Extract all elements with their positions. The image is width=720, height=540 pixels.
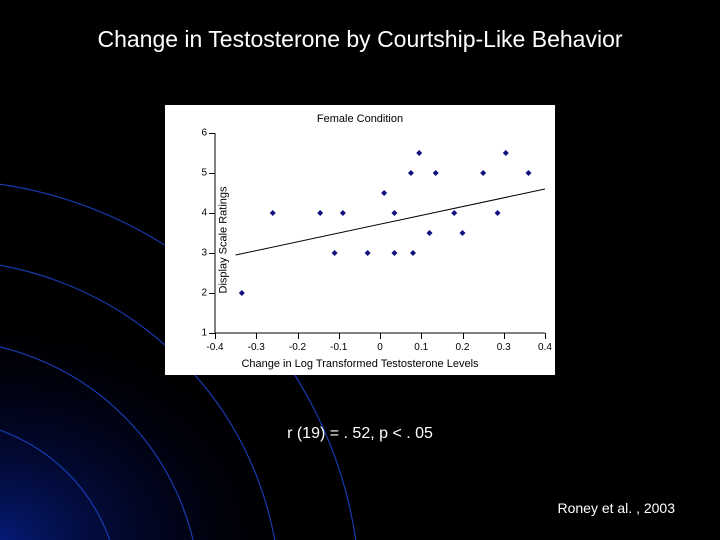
- stat-text: r (19) = . 52, p < . 05: [0, 425, 720, 443]
- scatter-chart: Female Condition Display Scale Ratings C…: [165, 105, 555, 375]
- y-tick-label: 5: [185, 168, 207, 179]
- citation: Roney et al. , 2003: [557, 500, 675, 516]
- y-tick-label: 4: [185, 208, 207, 219]
- y-tick-label: 1: [185, 328, 207, 339]
- x-tick-label: 0.1: [414, 342, 428, 353]
- y-tick-label: 3: [185, 248, 207, 259]
- slide-title: Change in Testosterone by Courtship-Like…: [0, 26, 720, 53]
- x-tick-label: 0.3: [497, 342, 511, 353]
- y-tick-label: 2: [185, 288, 207, 299]
- x-tick-label: 0: [377, 342, 383, 353]
- x-tick-label: -0.2: [289, 342, 306, 353]
- x-tick-label: -0.4: [206, 342, 223, 353]
- chart-title: Female Condition: [165, 113, 555, 125]
- slide: Change in Testosterone by Courtship-Like…: [0, 0, 720, 540]
- x-tick-label: -0.3: [248, 342, 265, 353]
- x-axis-label: Change in Log Transformed Testosterone L…: [165, 358, 555, 370]
- plot-area: 123456-0.4-0.3-0.2-0.100.10.20.30.4: [215, 133, 545, 333]
- x-tick-label: -0.1: [330, 342, 347, 353]
- x-tick-label: 0.2: [456, 342, 470, 353]
- y-tick-label: 6: [185, 128, 207, 139]
- plot-svg: [215, 133, 545, 333]
- x-tick-label: 0.4: [538, 342, 552, 353]
